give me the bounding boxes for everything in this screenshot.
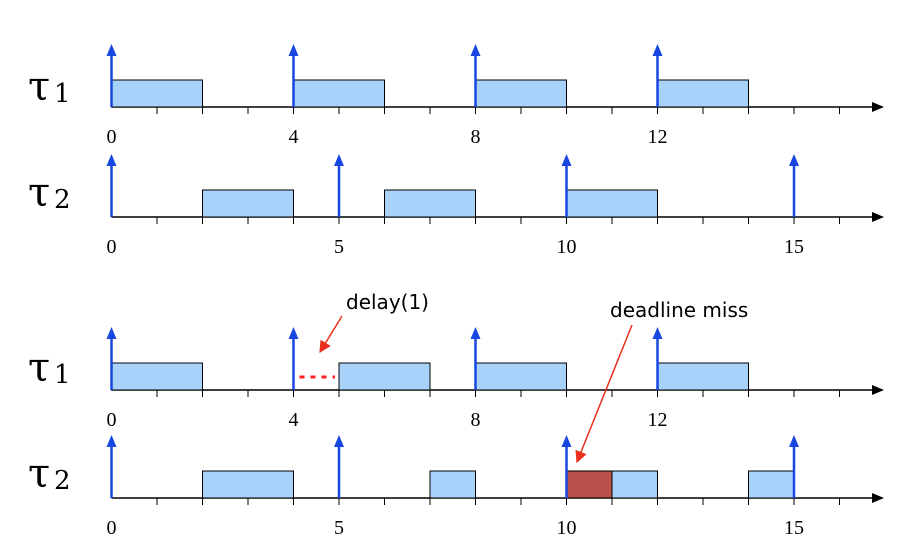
job-box	[202, 470, 294, 499]
tick-label: 8	[471, 409, 481, 431]
release-arrowhead	[288, 327, 299, 339]
axis-arrowhead	[872, 493, 884, 503]
job-box	[475, 362, 567, 391]
release-arrowhead	[334, 435, 344, 447]
task-symbol: τ	[28, 451, 50, 497]
tick-label: 5	[334, 236, 344, 258]
job-box	[111, 79, 203, 108]
release-arrowhead	[470, 44, 481, 56]
release-arrowhead	[789, 435, 799, 447]
delay-pointer-arrow	[319, 315, 343, 354]
release-arrowhead	[106, 435, 117, 447]
tick-label: 10	[557, 236, 577, 258]
release-arrowhead	[561, 154, 572, 166]
release-arrowhead	[470, 327, 481, 339]
task-index: 2	[54, 185, 71, 215]
timeline-1: 0 4 8 12	[106, 44, 884, 148]
job-box	[657, 362, 749, 391]
delay-label: delay(1)	[346, 290, 429, 314]
release-arrowhead	[106, 327, 117, 339]
tick-label: 10	[557, 517, 577, 539]
deadline-miss-label: deadline miss	[610, 298, 748, 322]
release-arrowhead	[789, 154, 799, 166]
axis-arrowhead	[872, 212, 884, 222]
job-box	[202, 189, 294, 218]
tick-label: 0	[107, 409, 117, 431]
job-box	[475, 79, 567, 108]
tick-label: 0	[107, 517, 117, 539]
job-box	[748, 470, 795, 499]
job-box	[338, 362, 431, 391]
timeline-3: 0 4 8 12	[106, 327, 884, 431]
deadline-miss-box	[566, 470, 613, 499]
release-arrowhead	[106, 154, 117, 166]
job-box	[611, 470, 658, 499]
tick-label: 12	[648, 409, 668, 431]
tick-label: 0	[107, 236, 117, 258]
release-arrowhead	[652, 327, 663, 339]
tick-label: 12	[648, 126, 668, 148]
job-box	[657, 79, 749, 108]
release-arrowhead	[561, 435, 572, 447]
deadline-pointer-arrow	[575, 324, 633, 464]
deadline-annotation: deadline miss	[575, 298, 748, 464]
task-index: 1	[54, 360, 71, 390]
tick-label: 8	[471, 126, 481, 148]
task-index: 2	[54, 466, 71, 496]
timeline-label-1: τ 1	[28, 64, 71, 110]
delay-annotation: delay(1)	[319, 290, 429, 354]
job-box	[429, 470, 476, 499]
timelines: 0 4 8 12 0 5 10 15 0 4 8 12 0 5 10 15	[106, 44, 884, 539]
release-arrowhead	[288, 44, 299, 56]
job-box	[384, 189, 476, 218]
timeline-label-4: τ 2	[28, 451, 71, 497]
tick-label: 15	[784, 517, 804, 539]
tick-label: 0	[107, 126, 117, 148]
tick-label: 15	[784, 236, 804, 258]
timeline-label-2: τ 2	[28, 170, 71, 216]
tick-label: 4	[289, 126, 299, 148]
timeline-label-3: τ 1	[28, 345, 71, 391]
job-box	[293, 79, 385, 108]
job-box	[111, 362, 203, 391]
timeline-2: 0 5 10 15	[106, 154, 884, 258]
task-symbol: τ	[28, 64, 50, 110]
release-arrowhead	[106, 44, 117, 56]
release-arrowhead	[652, 44, 663, 56]
tick-label: 4	[289, 409, 299, 431]
axis-arrowhead	[872, 102, 884, 112]
timeline-4: 0 5 10 15	[106, 435, 884, 539]
task-symbol: τ	[28, 345, 50, 391]
tick-label: 5	[334, 517, 344, 539]
axis-arrowhead	[872, 385, 884, 395]
job-box	[566, 189, 658, 218]
task-index: 1	[54, 79, 71, 109]
task-symbol: τ	[28, 170, 50, 216]
release-arrowhead	[334, 154, 344, 166]
